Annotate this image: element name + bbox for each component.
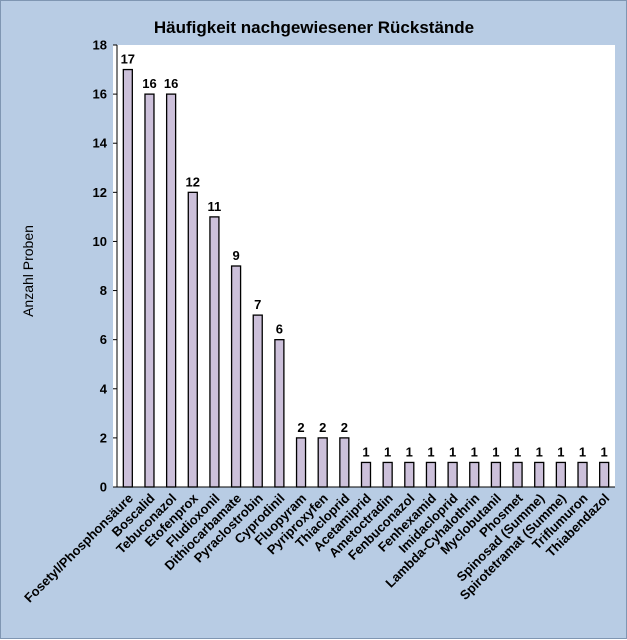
- data-label: 1: [449, 444, 456, 459]
- bar: [230, 265, 242, 488]
- bar: [490, 461, 502, 488]
- bar: [252, 314, 263, 488]
- bar: [360, 461, 372, 488]
- y-tick-label: 12: [93, 185, 107, 200]
- data-label: 16: [164, 76, 178, 91]
- y-tick-label: 2: [100, 430, 107, 445]
- data-label: 2: [341, 420, 348, 435]
- bar: [144, 93, 155, 488]
- bar: [317, 437, 328, 488]
- y-axis-label: Anzahl Proben: [20, 225, 36, 317]
- data-label: 1: [557, 444, 564, 459]
- bar: [425, 461, 437, 488]
- bar: [339, 437, 350, 488]
- data-label: 2: [319, 420, 326, 435]
- data-label: 16: [142, 76, 156, 91]
- data-label: 1: [601, 444, 608, 459]
- data-label: 1: [362, 444, 369, 459]
- y-tick-label: 8: [100, 283, 107, 298]
- y-tick-label: 0: [100, 480, 107, 495]
- bar: [577, 461, 588, 488]
- data-label: 7: [254, 297, 261, 312]
- category-labels: Fosetyl/PhosphonsäureBoscalidTebuconazol…: [21, 490, 612, 605]
- bar: [599, 461, 610, 488]
- data-label: 1: [492, 444, 499, 459]
- bar: [512, 461, 523, 488]
- bar: [187, 191, 198, 488]
- y-tick-label: 16: [93, 87, 107, 102]
- bar: [274, 339, 285, 488]
- data-label: 12: [186, 174, 200, 189]
- data-label: 1: [384, 444, 391, 459]
- bar: [447, 461, 458, 488]
- y-tick-label: 6: [100, 332, 107, 347]
- bars: [122, 68, 610, 488]
- data-label: 17: [121, 52, 135, 67]
- y-tick-label: 10: [93, 234, 107, 249]
- bar: [534, 461, 545, 488]
- y-tick-label: 18: [93, 38, 107, 53]
- data-label: 6: [276, 322, 283, 337]
- data-label: 11: [208, 199, 222, 214]
- data-label: 1: [536, 444, 543, 459]
- data-label: 1: [514, 444, 521, 459]
- bar: [122, 68, 133, 488]
- bar: [469, 461, 480, 488]
- data-label: 2: [297, 420, 304, 435]
- bar: [555, 461, 567, 488]
- bar: [295, 437, 307, 488]
- data-label: 9: [232, 248, 239, 263]
- data-label: 1: [406, 444, 413, 459]
- data-label: 1: [427, 444, 434, 459]
- bar: [165, 93, 177, 488]
- chart-title: Häufigkeit nachgewiesener Rückstände: [154, 18, 474, 37]
- data-label: 1: [471, 444, 478, 459]
- y-tick-label: 14: [93, 136, 108, 151]
- bar: [382, 461, 393, 488]
- y-tick-label: 4: [100, 381, 108, 396]
- bar: [209, 216, 220, 488]
- data-label: 1: [579, 444, 586, 459]
- bar: [404, 461, 415, 488]
- y-axis: 0 2 4 6 8 10 12 14 16 18: [93, 38, 118, 495]
